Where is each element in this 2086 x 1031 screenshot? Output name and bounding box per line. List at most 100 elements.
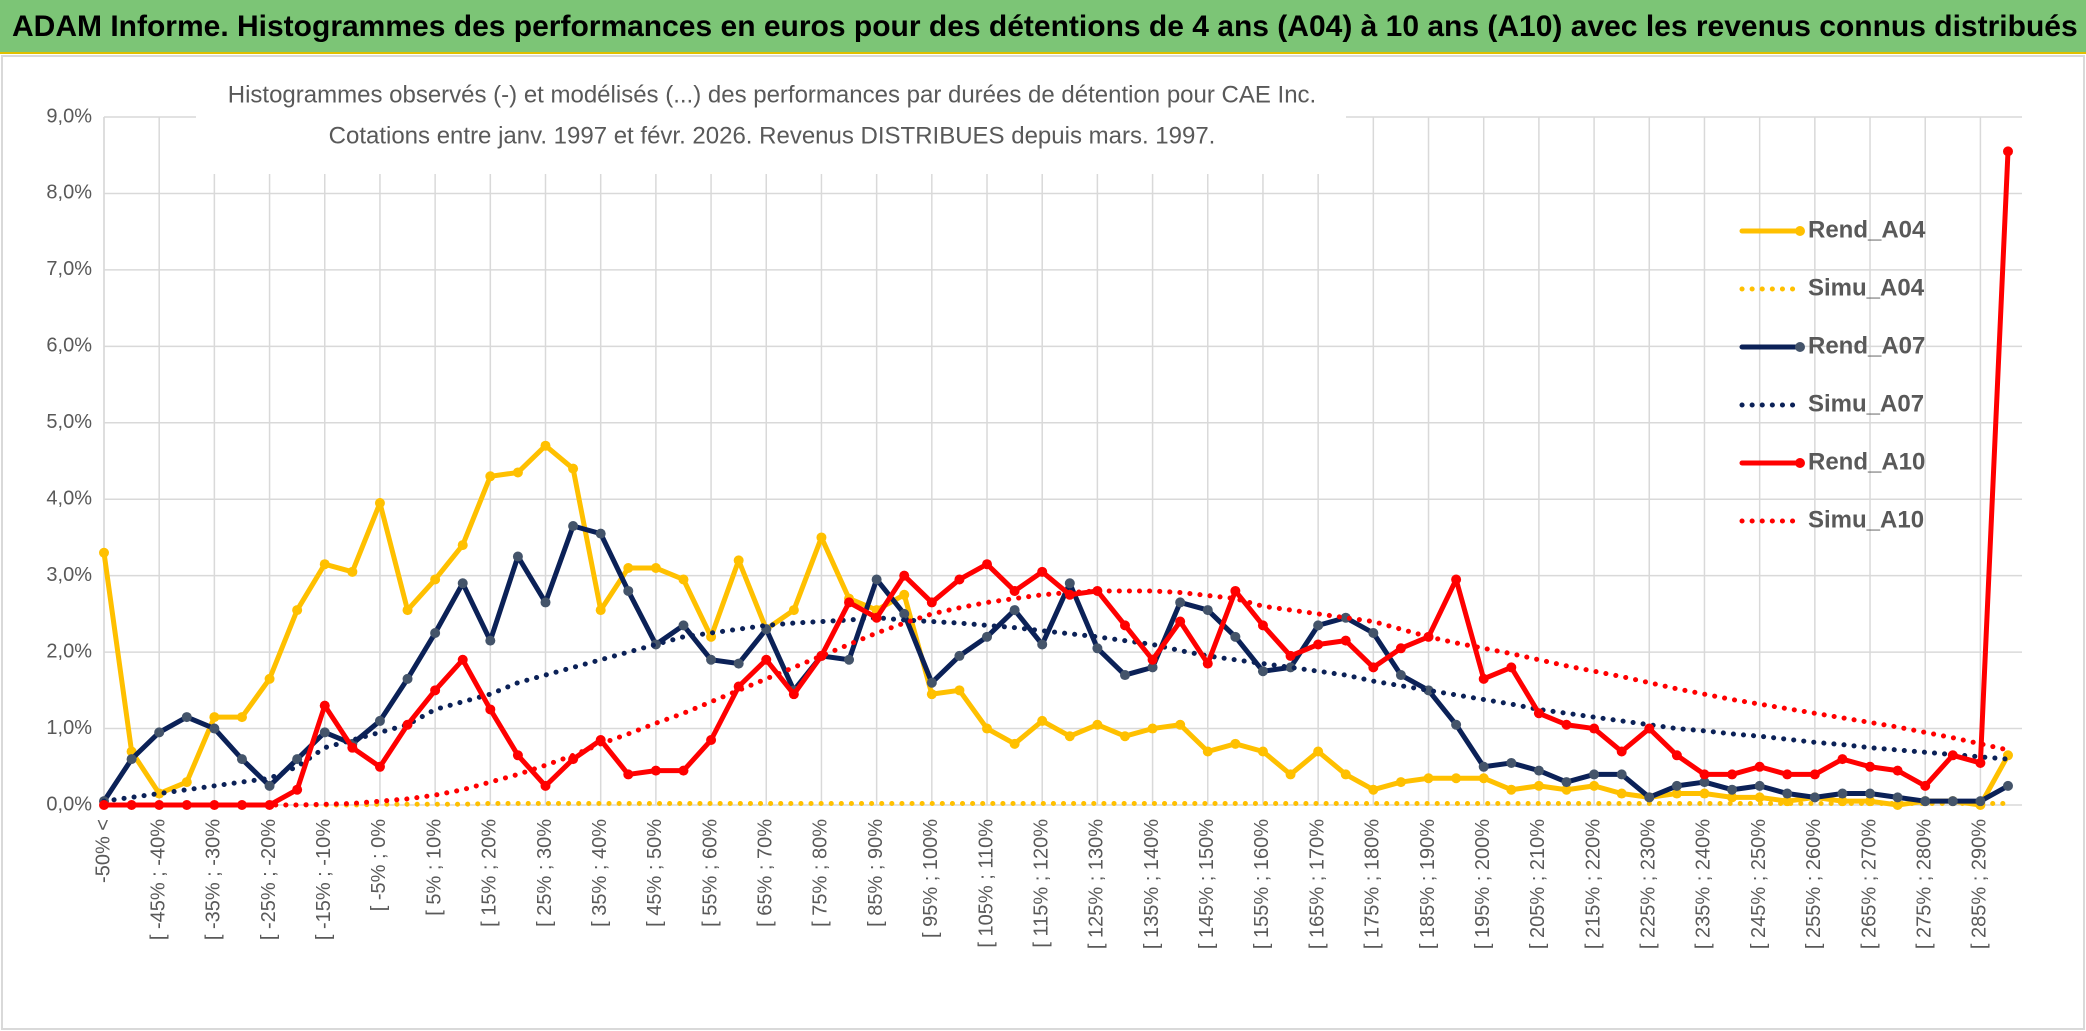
y-tick-label: 3,0% <box>46 564 92 586</box>
data-point <box>595 605 606 616</box>
data-point <box>1699 777 1710 788</box>
y-tick-label: 2,0% <box>46 640 92 662</box>
data-point <box>1395 643 1406 654</box>
data-point <box>512 467 523 478</box>
data-point <box>512 551 523 562</box>
series-line <box>101 523 2011 804</box>
data-point <box>126 754 137 765</box>
legend-label: Simu_A04 <box>1808 274 1925 301</box>
x-tick-label: [ 215% ; 220% <box>1582 819 1604 949</box>
data-point <box>982 723 993 734</box>
x-tick-label: [ 205% ; 210% <box>1527 819 1549 949</box>
data-point <box>1285 650 1296 661</box>
data-point <box>1230 585 1241 596</box>
data-point <box>1478 673 1489 684</box>
data-point <box>1865 788 1876 799</box>
data-point <box>126 800 137 810</box>
x-tick-label: [ 25% ; 30% <box>534 819 556 927</box>
data-point <box>706 654 717 665</box>
data-point <box>1175 597 1186 608</box>
data-point <box>899 608 910 619</box>
x-tick-label: [ 45% ; 50% <box>644 819 666 927</box>
data-point <box>678 765 689 776</box>
data-point <box>623 563 634 574</box>
data-point <box>457 540 468 551</box>
data-point <box>1727 784 1738 795</box>
data-point <box>899 570 910 581</box>
data-point <box>1064 731 1075 742</box>
data-point <box>1589 780 1600 791</box>
x-tick-label: [ 275% ; 280% <box>1913 819 1935 949</box>
x-tick-label: [ 135% ; 140% <box>1141 819 1163 949</box>
data-point <box>1423 685 1434 696</box>
x-tick-label: [ 245% ; 250% <box>1748 819 1770 949</box>
data-point <box>1920 780 1931 791</box>
data-point <box>1423 773 1434 784</box>
data-point <box>457 654 468 665</box>
data-point <box>264 780 275 791</box>
x-tick-label: [ -15% ; -10% <box>313 819 335 940</box>
data-point <box>540 440 551 451</box>
data-point <box>982 559 993 570</box>
data-point <box>1285 769 1296 780</box>
data-point <box>1451 574 1462 585</box>
data-point <box>292 754 303 765</box>
data-point <box>982 631 993 642</box>
data-point <box>1313 620 1324 631</box>
data-point <box>1561 777 1572 788</box>
x-tick-label: [ 75% ; 80% <box>810 819 832 927</box>
data-point <box>871 612 882 623</box>
data-point <box>788 605 799 616</box>
data-point <box>1451 719 1462 730</box>
data-point <box>1671 780 1682 791</box>
series-line <box>101 443 2011 808</box>
y-tick-label: 7,0% <box>46 258 92 280</box>
x-tick-label: [ 95% ; 100% <box>920 819 942 938</box>
data-point <box>1092 643 1103 654</box>
data-point <box>181 777 192 788</box>
data-point <box>1561 719 1572 730</box>
data-point <box>1975 796 1986 807</box>
data-point <box>1754 792 1765 803</box>
data-point <box>1009 738 1020 749</box>
x-tick-label: [ -35% ; -30% <box>203 819 225 940</box>
data-point <box>1478 773 1489 784</box>
data-point <box>1202 746 1213 757</box>
data-point <box>1147 662 1158 673</box>
x-tick-label: [ -25% ; -20% <box>258 819 280 940</box>
y-tick-label: 1,0% <box>46 717 92 739</box>
data-point <box>678 574 689 585</box>
data-point <box>1340 769 1351 780</box>
data-point <box>1313 639 1324 650</box>
data-point <box>595 735 606 746</box>
data-point <box>374 498 385 509</box>
data-point <box>926 597 937 608</box>
data-point <box>236 754 247 765</box>
data-point <box>1754 761 1765 772</box>
title-backdrop <box>196 74 1346 174</box>
data-point <box>1202 658 1213 669</box>
x-tick-label: [ 5% ; 10% <box>423 819 445 916</box>
legend-label: Rend_A10 <box>1808 448 1925 475</box>
data-point <box>954 574 965 585</box>
data-point <box>1147 654 1158 665</box>
y-tick-label: 9,0% <box>46 105 92 127</box>
data-point <box>1119 731 1130 742</box>
data-point <box>1947 796 1958 807</box>
x-tick-label: [ 175% ; 180% <box>1362 819 1384 949</box>
legend-label: Simu_A10 <box>1808 506 1924 533</box>
x-tick-label: [ 145% ; 150% <box>1196 819 1218 949</box>
legend-label: Rend_A07 <box>1808 332 1925 359</box>
data-point <box>154 800 165 810</box>
data-point <box>761 654 772 665</box>
data-point <box>1671 788 1682 799</box>
data-point <box>1837 754 1848 765</box>
data-point <box>154 788 165 799</box>
data-point <box>1009 605 1020 616</box>
data-point <box>678 620 689 631</box>
data-point <box>595 528 606 539</box>
header-title: ADAM Informe. Histogrammes des performan… <box>12 10 2078 43</box>
data-point <box>844 597 855 608</box>
data-point <box>733 658 744 669</box>
